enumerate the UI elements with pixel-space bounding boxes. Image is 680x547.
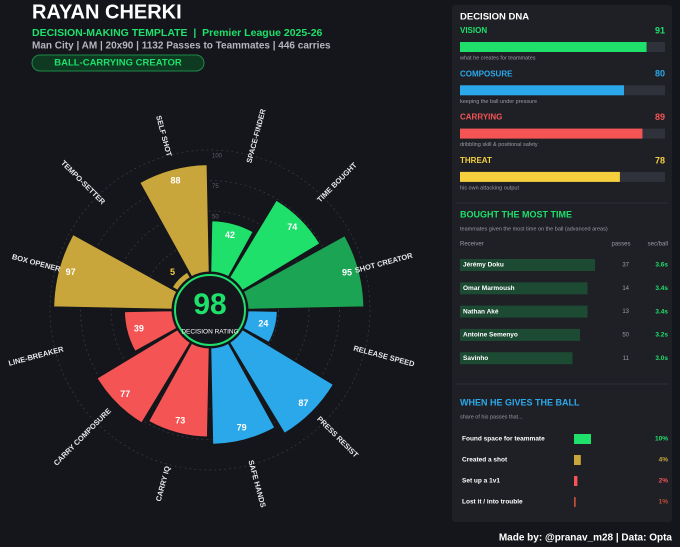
table-header: passes: [611, 242, 630, 248]
outcome-value: 10%: [655, 436, 668, 443]
dna-name: VISION: [460, 26, 487, 35]
outcome-bar: [574, 497, 576, 507]
passes: 11: [623, 356, 630, 362]
outcome-name: Created a shot: [462, 457, 508, 464]
value-label: 77: [120, 389, 130, 399]
section-title: BOUGHT THE MOST TIME: [460, 209, 572, 219]
table-header: sec/ball: [648, 242, 668, 248]
receiver-name: Antoine Semenyo: [463, 332, 518, 339]
value-label: 79: [237, 423, 247, 433]
passes: 13: [622, 309, 629, 315]
center-label: DECISION RATING: [181, 329, 238, 336]
value-label: 73: [175, 416, 185, 426]
time-bar: [460, 328, 580, 341]
subtitle: DECISION-MAKING TEMPLATE | Premier Leagu…: [32, 27, 323, 39]
dna-bar: [460, 171, 620, 182]
badge-pill: [31, 54, 205, 72]
section-subtitle: teammates given the most time on the bal…: [460, 226, 608, 232]
outcome-value: 1%: [659, 499, 669, 506]
polar-bar: [242, 310, 278, 344]
receiver-name: Omar Marmoush: [463, 285, 515, 292]
grid-circle: [110, 210, 310, 410]
value-label: 74: [287, 222, 297, 232]
time-bar: [460, 305, 588, 318]
grid-circle: [141, 241, 279, 379]
time-bar: [460, 259, 595, 271]
outcome-value: 4%: [659, 457, 669, 464]
polar-bar: [228, 199, 321, 292]
value-label: 5: [170, 267, 175, 277]
dna-bar: [460, 128, 643, 139]
polar-bar: [96, 328, 192, 424]
dna-name: CARRYING: [460, 113, 502, 122]
table-header: Receiver: [460, 242, 484, 248]
center-circle: [174, 274, 246, 346]
value-label: 39: [134, 323, 144, 333]
sec-per-ball: 3.2s: [655, 332, 668, 339]
outcome-bar: [574, 434, 591, 444]
polar-bar: [123, 310, 178, 352]
polar-bar: [210, 342, 276, 445]
passes: 50: [622, 332, 629, 338]
footer: Made by: @pranav_m28 | Data: Opta: [499, 533, 673, 544]
dna-name: THREAT: [460, 156, 492, 165]
badge: BALL-CARRYING CREATOR: [54, 58, 182, 69]
receiver-name: Nathan Aké: [463, 308, 499, 315]
dna-desc: dribbling skill & positional safety: [460, 142, 538, 148]
passes: 14: [622, 286, 629, 292]
polar-bar: [228, 328, 335, 435]
dna-name: COMPOSURE: [460, 69, 513, 78]
value-label: 95: [342, 268, 352, 278]
dna-desc: his own attacking output: [460, 185, 519, 191]
passes: 37: [622, 263, 629, 269]
outcome-name: Set up a 1v1: [462, 478, 500, 485]
outcome-bar: [574, 455, 581, 465]
outcome-value: 2%: [659, 478, 669, 485]
r-tick-label: 50: [212, 215, 219, 221]
dna-value: 78: [655, 155, 665, 165]
meta: Man City | AM | 20x90 | 1132 Passes to T…: [32, 41, 331, 52]
r-tick-label: 75: [212, 184, 219, 190]
receiver-name: Jérémy Doku: [463, 262, 504, 269]
polar-bar: [148, 342, 210, 438]
value-label: 97: [66, 267, 76, 277]
value-label: 87: [298, 398, 308, 408]
sec-per-ball: 3.4s: [655, 308, 668, 315]
dna-bar: [460, 85, 624, 96]
sec-per-ball: 3.4s: [655, 285, 668, 292]
polar-bar: [171, 271, 192, 292]
time-bar: [460, 352, 573, 365]
dna-bar: [460, 42, 647, 52]
polar-bar: [242, 235, 365, 310]
section-subtitle: share of his passes that...: [460, 414, 523, 420]
dna-desc: keeping the ball under pressure: [460, 99, 537, 105]
r-tick-label: 100: [212, 154, 223, 160]
value-label: 88: [170, 176, 180, 186]
grid-circle: [49, 149, 371, 471]
polar-bar: [210, 220, 254, 278]
value-label: 24: [258, 319, 268, 329]
polar-bar: [139, 164, 210, 278]
sec-per-ball: 3.0s: [655, 355, 668, 362]
dna-value: 89: [655, 112, 665, 122]
dna-value: 91: [655, 25, 665, 35]
time-bar: [460, 282, 588, 295]
outcome-name: Found space for teammate: [462, 436, 545, 443]
polar-bar: [53, 233, 178, 310]
section-title: DECISION DNA: [460, 12, 529, 23]
sec-per-ball: 3.6s: [655, 262, 668, 269]
value-label: 42: [225, 230, 235, 240]
dna-desc: what he creates for teammates: [459, 55, 536, 61]
center-value: 98: [193, 288, 226, 321]
receiver-name: Savinho: [463, 355, 488, 362]
dna-value: 80: [655, 69, 665, 79]
grid-circle: [80, 180, 340, 440]
outcome-name: Lost it / into trouble: [462, 499, 523, 506]
section-title: WHEN HE GIVES THE BALL: [460, 397, 580, 407]
title: RAYAN CHERKI: [32, 1, 182, 23]
outcome-bar: [574, 476, 578, 486]
